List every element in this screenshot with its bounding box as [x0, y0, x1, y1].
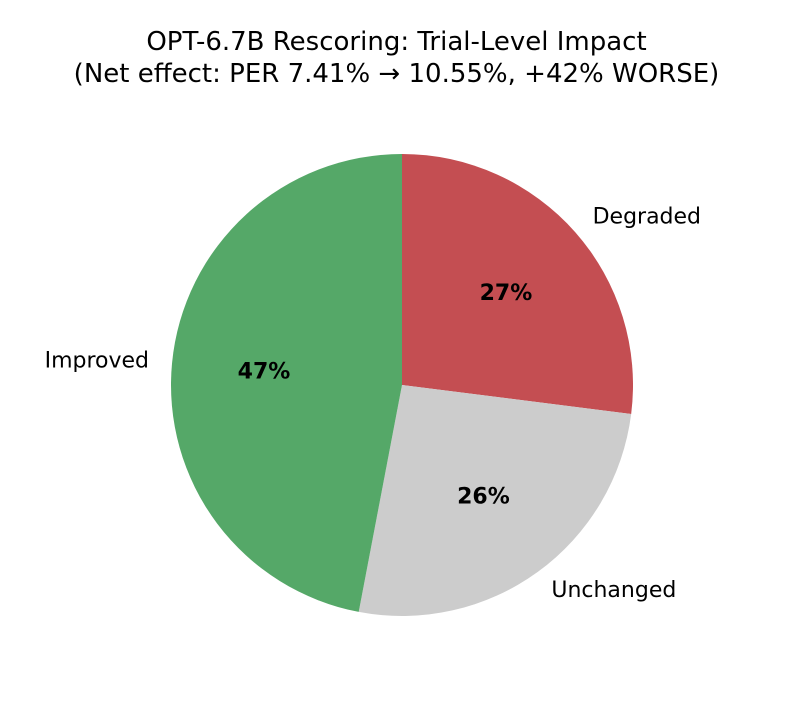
- pie-pct-label-unchanged: 26%: [457, 485, 510, 510]
- pie-slice-improved: [171, 154, 402, 612]
- pie-category-label-improved: Improved: [45, 349, 149, 374]
- chart-subtitle: (Net effect: PER 7.41% → 10.55%, +42% WO…: [73, 59, 720, 89]
- pie-pct-label-degraded: 27%: [480, 281, 533, 306]
- pie-slice-unchanged: [358, 385, 632, 616]
- pie-slice-degraded: [402, 154, 633, 414]
- pie-category-label-unchanged: Unchanged: [551, 578, 676, 603]
- pie-pct-label-improved: 47%: [238, 359, 291, 384]
- chart-title: OPT-6.7B Rescoring: Trial-Level Impact: [146, 27, 647, 57]
- pie-category-label-degraded: Degraded: [593, 204, 701, 229]
